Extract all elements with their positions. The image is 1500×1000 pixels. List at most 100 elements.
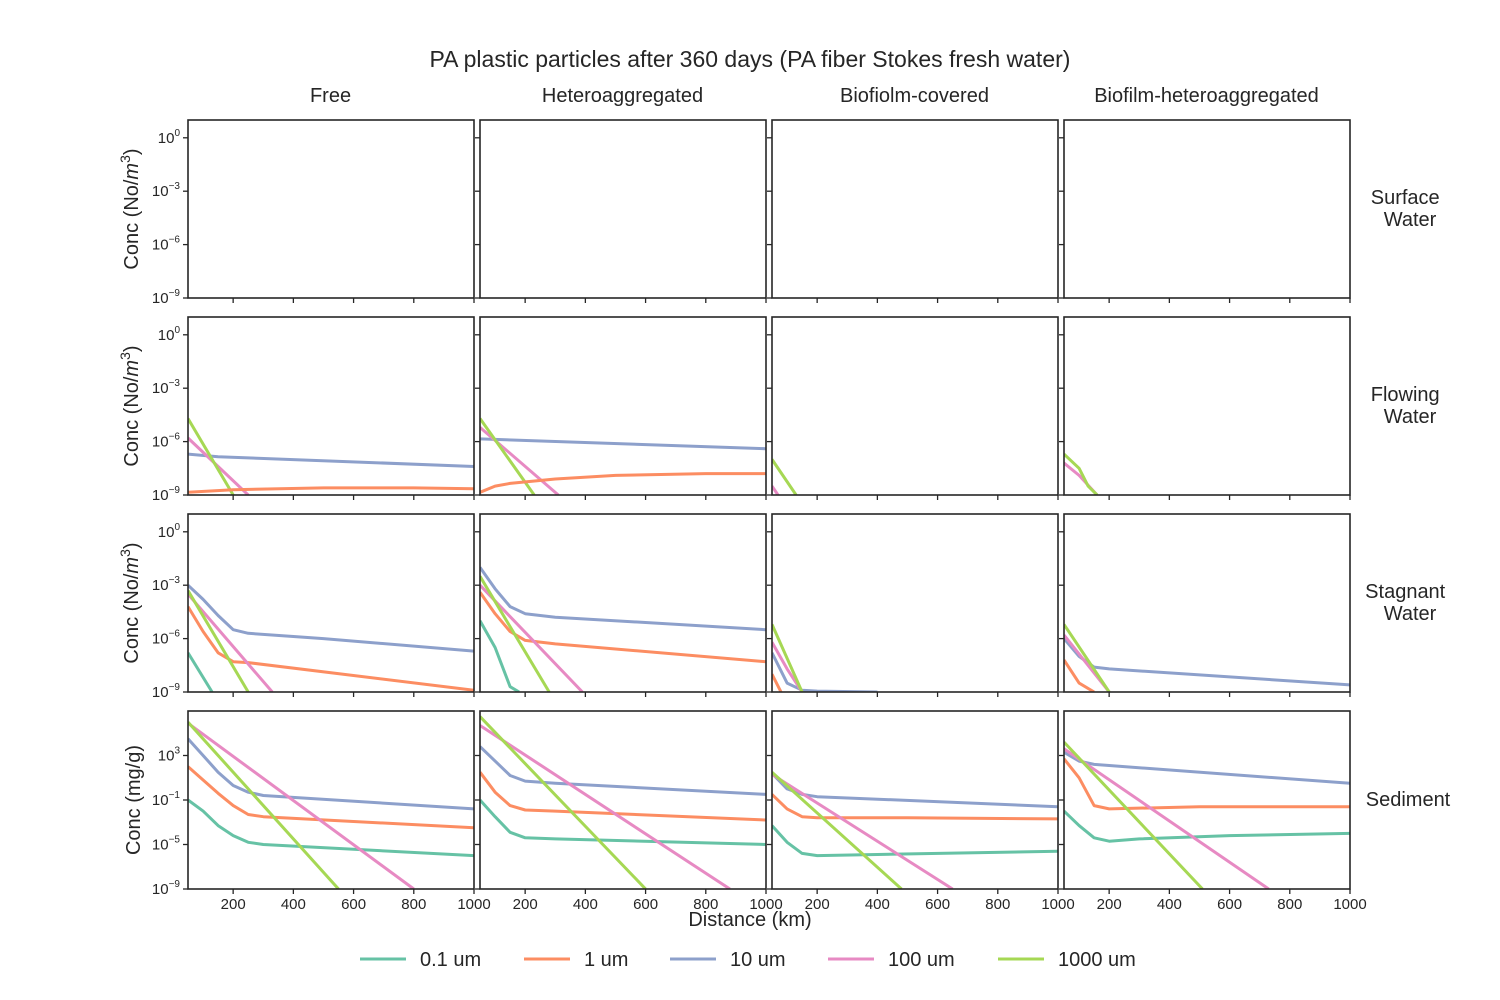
series-line-0-1-um [1064, 810, 1350, 843]
series-line-1000-um [1064, 741, 1204, 889]
x-tick-label: 800 [985, 896, 1010, 913]
x-tick-label: 200 [805, 896, 830, 913]
column-title-biofilm-heteroaggregated: Biofilm-heteroaggregated [1094, 85, 1319, 107]
legend-item-100-um: 100 um [828, 949, 955, 971]
y-tick-label: 100 [158, 522, 181, 541]
y-tick-label: 10−5 [152, 835, 181, 854]
legend-label: 0.1 um [420, 949, 481, 971]
x-tick-label: 600 [1217, 896, 1242, 913]
series-lines [1064, 623, 1350, 692]
series-line-1-um [1064, 757, 1350, 811]
series-line-0-1-um [188, 798, 474, 858]
series-line-1000-um [1064, 453, 1099, 495]
y-axis-label-row3-unit: m [121, 557, 143, 574]
legend-item-0-1-um: 0.1 um [360, 949, 481, 971]
series-line-1000-um [188, 721, 340, 889]
subplot-r3-c2 [475, 513, 767, 697]
subplot-r2-c3 [767, 316, 1059, 500]
y-axis-label-row1-unit: m [121, 163, 143, 180]
chart-title: PA plastic particles after 360 days (PA … [430, 46, 1071, 72]
y-axis-label-row3: Conc (No/m3) [117, 542, 143, 663]
legend-label: 1 um [584, 949, 628, 971]
y-axis-label-row3-exp: 3 [117, 549, 133, 557]
series-line-100-um [772, 773, 954, 889]
x-tick-label: 400 [573, 896, 598, 913]
series-line-100-um [188, 721, 415, 889]
series-line-10-um [188, 584, 474, 653]
series-line-1000-um [772, 458, 798, 495]
series-line-10-um [1064, 750, 1350, 785]
column-title-biofilm-covered: Biofiolm-covered [840, 85, 989, 107]
y-axis-label-row4: Conc (mg/g) [123, 745, 145, 855]
subplot-r3-c3 [767, 513, 1059, 697]
y-axis-label-row2-text: Conc (No/ [121, 376, 143, 466]
x-tick-label: 1000 [1041, 896, 1074, 913]
series-line-100-um [1064, 747, 1270, 889]
x-tick-label: 600 [341, 896, 366, 913]
legend-item-1-um: 1 um [524, 949, 628, 971]
x-tick-label: 200 [1097, 896, 1122, 913]
y-axis-label-row3-close: ) [121, 542, 143, 549]
axes-frame [771, 119, 1059, 299]
y-tick-label: 10−1 [152, 790, 181, 809]
series-line-10-um [188, 737, 474, 811]
x-tick-label: 600 [925, 896, 950, 913]
series-line-0-1-um [480, 620, 520, 692]
y-axis-label-row2: Conc (No/m3) [117, 345, 143, 466]
y-tick-label: 103 [158, 746, 181, 765]
series-lines [772, 458, 798, 495]
x-axis-label: Distance (km) [688, 909, 811, 931]
row-label-flowing-water-line1: Flowing [1371, 384, 1440, 406]
subplot-r4-c1: 103 10−1 10−5 10−9 200 400 600 800 1000 [152, 710, 491, 913]
series-lines [480, 566, 766, 692]
series-line-1-um [772, 673, 783, 692]
series-line-10-um [188, 452, 474, 468]
subplot-r3-c4 [1059, 513, 1351, 697]
y-tick-label: 10−3 [152, 181, 181, 200]
x-tick-label: 800 [401, 896, 426, 913]
x-tick-label: 800 [693, 896, 718, 913]
axes-frame [479, 710, 767, 890]
y-tick-label: 100 [158, 128, 181, 147]
y-axis-label-row2-unit: m [121, 360, 143, 377]
axes-frame [187, 513, 475, 693]
y-tick-label: 10−9 [152, 879, 181, 898]
y-tick-label: 10−9 [152, 288, 181, 307]
series-line-1-um [188, 486, 474, 494]
series-line-1000-um [480, 715, 647, 889]
series-lines [1064, 741, 1350, 889]
x-tick-label: 600 [633, 896, 658, 913]
y-tick-label: 10−3 [152, 575, 181, 594]
series-lines [480, 417, 766, 495]
y-axis-label-row1: Conc (No/m3) [117, 148, 143, 269]
series-lines [772, 771, 1058, 889]
subplot-r2-c2 [475, 316, 767, 500]
series-line-10-um [480, 437, 766, 451]
legend-item-10-um: 10 um [670, 949, 786, 971]
y-tick-label: 10−6 [152, 629, 181, 648]
series-line-10-um [480, 566, 766, 632]
series-line-100-um [772, 485, 780, 495]
series-line-1-um [480, 472, 766, 494]
row-label-stagnant-water-line1: Stagnant [1365, 581, 1446, 603]
subplot-r4-c3: 200 400 600 800 1000 [767, 710, 1075, 913]
series-line-1000-um [480, 575, 551, 692]
axes-frame [1063, 513, 1351, 693]
x-tick-label: 400 [1157, 896, 1182, 913]
subplot-r4-c4: 200 400 600 800 1000 [1059, 710, 1367, 913]
subplot-r1-c2 [475, 119, 767, 303]
subplot-r1-c3 [767, 119, 1059, 303]
row-label-surface-water-line1: Surface [1371, 187, 1440, 209]
y-tick-label: 10−3 [152, 378, 181, 397]
y-axis-label-row2-close: ) [121, 345, 143, 352]
subplot-r2-c1: 100 10−3 10−6 10−9 [152, 316, 475, 504]
axes-frame [1063, 710, 1351, 890]
x-tick-label: 400 [281, 896, 306, 913]
series-line-0-1-um [772, 824, 1058, 858]
y-axis-label-row1-exp: 3 [117, 155, 133, 163]
series-line-0-1-um [480, 798, 766, 846]
axes-frame [479, 316, 767, 496]
column-title-free: Free [310, 85, 351, 107]
series-line-1000-um [772, 771, 903, 889]
